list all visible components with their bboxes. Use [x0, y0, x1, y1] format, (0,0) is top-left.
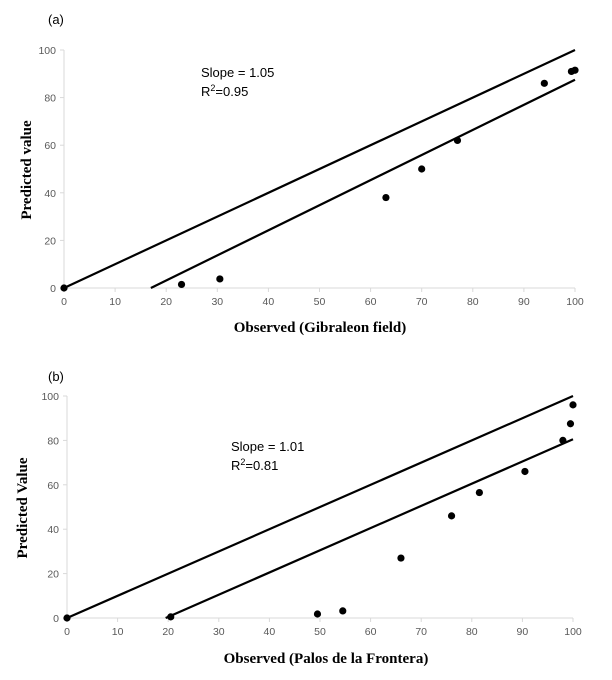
y-tick-label-a-40: 40	[44, 188, 56, 200]
y-axis-title-a: Predicted value	[19, 120, 35, 220]
panel-label-a: (a)	[48, 12, 64, 27]
r2-sup-a: 2	[210, 83, 215, 93]
data-point-b-4	[339, 607, 347, 615]
slope-annotation-b: Slope = 1.01	[231, 439, 304, 454]
y-tick-label-b-100: 100	[41, 391, 59, 403]
x-tick-label-b-80: 80	[466, 626, 478, 638]
data-point-a-9	[571, 66, 579, 74]
r2-prefix-b: R	[231, 458, 240, 473]
data-point-b-2	[167, 613, 175, 621]
x-tick-label-a-30: 30	[211, 296, 223, 308]
data-point-b-5	[397, 554, 405, 562]
data-point-b-1	[63, 614, 71, 622]
x-tick-label-b-10: 10	[112, 626, 124, 638]
y-tick-label-b-20: 20	[47, 569, 59, 581]
data-point-a-4	[382, 193, 390, 202]
panel-b: (b) 0 10 20 30 40 50 60 70 80 90 100 0 20 40 60 80 100 S…	[15, 369, 582, 667]
r2-annotation-a: R2=0.95	[201, 83, 248, 99]
y-axis-title-b: Predicted Value	[15, 457, 31, 558]
panel-a: (a) 0 10 20 30 40 50 60 70 80 90 100 0 20 40 60 80 100 S…	[19, 12, 584, 336]
data-point-a-1	[60, 284, 68, 292]
x-tick-label-a-100: 100	[566, 296, 584, 308]
x-tick-label-a-80: 80	[467, 296, 479, 308]
x-tick-label-b-90: 90	[517, 626, 529, 638]
x-tick-label-a-60: 60	[365, 296, 377, 308]
data-point-a-5	[418, 165, 426, 173]
r2-value-b: =0.81	[245, 458, 278, 473]
r2-value-a: =0.95	[215, 84, 248, 99]
data-point-a-6	[453, 136, 462, 145]
x-axis-title-b: Observed (Palos de la Frontera)	[224, 651, 429, 667]
data-point-b-7	[475, 488, 483, 497]
x-tick-label-b-20: 20	[162, 626, 174, 638]
data-point-a-7	[540, 79, 548, 87]
x-tick-label-b-70: 70	[415, 626, 427, 638]
r2-prefix-a: R	[201, 84, 210, 99]
x-tick-label-a-20: 20	[160, 296, 172, 308]
y-tick-label-a-60: 60	[44, 140, 56, 152]
y-tick-label-a-0: 0	[50, 283, 56, 295]
x-tick-label-a-0: 0	[61, 296, 67, 308]
x-tick-label-a-10: 10	[109, 296, 121, 308]
r2-sup-b: 2	[240, 457, 245, 467]
marks-b: 0 10 20 30 40 50 60 70 80 90 100 0 20 40 60 80 100	[41, 391, 581, 638]
y-tick-label-b-0: 0	[53, 613, 59, 625]
data-point-b-8	[521, 467, 529, 476]
panel-label-b: (b)	[48, 369, 64, 384]
data-point-b-3	[313, 610, 322, 618]
x-tick-label-b-60: 60	[365, 626, 377, 638]
r2-annotation-b: R2=0.81	[231, 457, 278, 473]
x-tick-label-b-50: 50	[314, 626, 326, 638]
y-tick-label-a-80: 80	[44, 93, 56, 105]
one-to-one-line-a	[63, 49, 576, 289]
regression-line-a	[150, 78, 576, 289]
x-tick-label-a-90: 90	[518, 296, 530, 308]
data-point-b-10	[566, 420, 575, 428]
x-tick-label-b-40: 40	[264, 626, 276, 638]
x-tick-label-a-70: 70	[416, 296, 428, 308]
data-point-b-9	[559, 436, 567, 444]
y-tick-label-a-20: 20	[44, 235, 56, 247]
data-point-a-2	[177, 280, 186, 289]
data-point-b-6	[447, 512, 456, 520]
y-tick-label-b-60: 60	[47, 480, 59, 492]
x-tick-label-a-40: 40	[263, 296, 275, 308]
one-to-one-line-b	[66, 394, 574, 620]
x-tick-label-b-30: 30	[213, 626, 225, 638]
marks-a: 0 10 20 30 40 50 60 70 80 90 100 0 20 40 60 80 100	[38, 45, 583, 308]
x-axis-title-a: Observed (Gibraleon field)	[234, 320, 407, 336]
y-tick-label-a-100: 100	[38, 45, 56, 57]
data-point-b-11	[569, 401, 577, 409]
y-tick-label-b-80: 80	[47, 435, 59, 447]
x-tick-label-b-0: 0	[64, 626, 70, 638]
x-tick-label-b-100: 100	[564, 626, 582, 638]
regression-line-b	[165, 438, 574, 620]
data-point-a-3	[216, 275, 224, 283]
y-tick-label-b-40: 40	[47, 524, 59, 536]
slope-annotation-a: Slope = 1.05	[201, 65, 274, 80]
x-tick-label-a-50: 50	[314, 296, 326, 308]
